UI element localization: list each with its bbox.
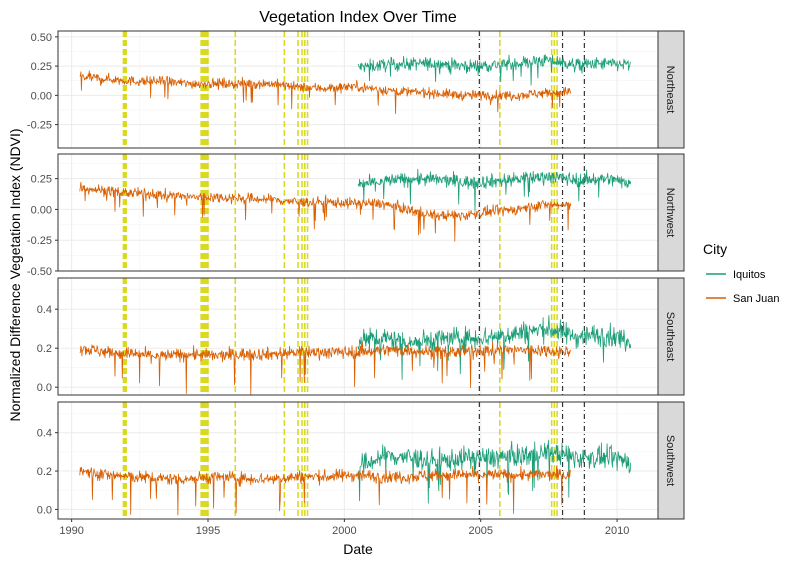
facet-strip-northeast: Northeast (657, 30, 685, 149)
series-line-iquitos (357, 54, 632, 86)
y-axis-title: Normalized Difference Vegetation Index (… (7, 128, 23, 421)
x-axis: 1990 1995 2000 2005 2010 (59, 519, 629, 537)
facet-strip-southwest: Southwest (657, 401, 685, 520)
strip-label: Northeast (664, 66, 676, 114)
series-line-iquitos (357, 439, 632, 504)
series-line-iquitos (357, 168, 632, 212)
y-tick-label: 0.00 (31, 90, 52, 102)
x-tick-label: 2005 (468, 525, 492, 537)
y-tick-label: 0.4 (37, 428, 52, 440)
facet-panel-southwest: 0.0 0.2 0.4 (37, 401, 659, 520)
facet-strips: Northeast Northwest Southeast Southwest (657, 30, 685, 520)
facet-panel-northwest: -0.50 -0.25 0.00 0.25 (27, 153, 659, 278)
y-tick-label: -0.50 (27, 266, 52, 278)
y-tick-label: -0.25 (27, 235, 52, 247)
y-tick-label: 0.2 (37, 343, 52, 355)
strip-background (657, 401, 685, 520)
series-line-san-juan (79, 341, 572, 396)
x-axis-title: Date (343, 541, 373, 557)
strip-background (657, 277, 685, 396)
legend-label-san-juan: San Juan (733, 293, 779, 305)
strip-label: Southeast (664, 312, 676, 362)
panel-background (58, 402, 658, 519)
y-tick-label: 0.50 (31, 32, 52, 44)
facet-strip-southeast: Southeast (657, 277, 685, 396)
y-tick-label: 0.0 (37, 504, 52, 516)
series-line-san-juan (79, 70, 572, 115)
chart-title: Vegetation Index Over Time (259, 9, 457, 26)
series-line-san-juan (79, 465, 572, 516)
legend-label-iquitos: Iquitos (733, 269, 766, 281)
x-tick-label: 1995 (196, 525, 220, 537)
x-tick-label: 2000 (332, 525, 356, 537)
panel-background (58, 154, 658, 271)
series-line-san-juan (79, 181, 572, 242)
strip-background (657, 30, 685, 149)
strip-label: Southwest (664, 435, 676, 486)
facet-strip-northwest: Northwest (657, 153, 685, 272)
facet-panel-northeast: -0.25 0.00 0.25 0.50 (27, 30, 659, 149)
legend: City Iquitos San Juan (703, 241, 779, 305)
strip-background (657, 153, 685, 272)
strip-label: Northwest (664, 188, 676, 238)
facet-panel-southeast: 0.0 0.2 0.4 (37, 277, 659, 396)
series-line-iquitos (357, 315, 632, 380)
y-tick-label: 0.00 (31, 204, 52, 216)
y-tick-label: 0.25 (31, 61, 52, 73)
y-tick-label: 0.2 (37, 466, 52, 478)
panel-background (58, 278, 658, 395)
x-tick-label: 2010 (605, 525, 629, 537)
y-tick-label: 0.0 (37, 382, 52, 394)
y-tick-label: 0.4 (37, 304, 52, 316)
y-tick-label: -0.25 (27, 120, 52, 132)
facet-panels: -0.250.000.250.50-0.50-0.250.000.250.00.… (27, 30, 659, 520)
legend-title: City (703, 241, 727, 257)
y-tick-label: 0.25 (31, 174, 52, 186)
x-tick-label: 1990 (59, 525, 83, 537)
